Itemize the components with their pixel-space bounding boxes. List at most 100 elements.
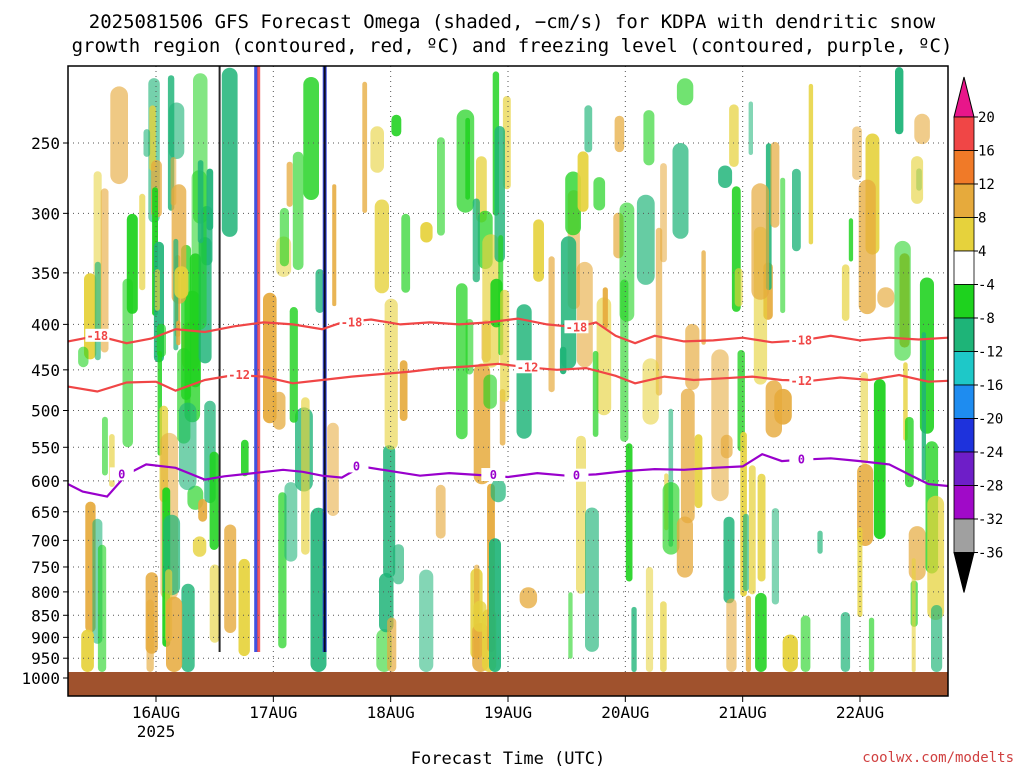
omega-shade-cell [156,323,166,358]
y-tick-label: 250 [31,134,60,153]
colorbar-segment [953,284,975,319]
omega-shade-cell [122,278,133,448]
y-tick-label: 750 [31,558,60,577]
omega-shade-cell [625,443,633,582]
omega-shade-cell [146,599,154,672]
omega-shade-core [218,66,221,652]
omega-shade-cell [800,615,811,672]
omega-shade-cell [499,389,506,446]
omega-shade-cell [192,536,207,557]
contour-label-bg [564,320,589,334]
omega-shade-cell [272,391,286,430]
omega-shade-cell [456,283,468,440]
omega-shade-cell [370,126,384,173]
contour-label-bg [515,360,540,374]
omega-shade-cell [310,507,327,672]
omega-shade-cell [456,109,475,213]
omega-shade-cell [166,596,183,672]
omega-shade-cell [374,199,389,294]
omega-shade-cell [401,213,411,293]
x-tick-label: 22AUG [836,703,884,722]
y-tick-label: 300 [31,204,60,223]
omega-shade-cell [149,105,156,171]
omega-shade-cell [221,67,238,237]
colorbar-bottom-arrow [953,552,975,593]
omega-shade-cell [771,508,779,605]
omega-shade-cell [585,507,599,652]
omega-shade-cell [97,544,107,672]
omega-shade-cell [584,105,593,153]
omega-shade-cell [209,564,220,643]
colorbar-label: -8 [978,311,995,327]
colorbar-label: -16 [978,378,1003,394]
contour-label: -18 [341,315,363,329]
omega-shade-cell [383,445,396,578]
omega-shade-cell [284,482,298,562]
colorbar-label: -36 [978,546,1003,562]
colorbar-label: 4 [978,244,986,260]
x-tick-sublabel: 2025 [137,722,176,741]
contour-label-bg [339,315,364,329]
omega-shade-cell [435,484,446,539]
y-tick-label: 950 [31,649,60,668]
y-tick-label: 800 [31,583,60,602]
omega-shade-cell [868,617,875,672]
omega-shade-cell [782,634,798,672]
omega-shade-cell [490,479,506,503]
colorbar-segment [953,351,975,386]
omega-shade-cell [494,126,505,263]
omega-shade-cell [743,513,749,592]
colorbar-label: 16 [978,144,995,160]
omega-shading [78,66,945,672]
omega-shade-cell [662,482,680,555]
colorbar-label: -12 [978,345,1003,361]
omega-shade-cell [927,495,945,620]
omega-shade-cell [560,236,577,369]
omega-shade-cell [848,218,854,262]
omega-shade-cell [914,113,930,145]
omega-shade-cell [655,227,663,396]
contour-label-bg [344,459,369,473]
omega-shade-cell [315,269,324,313]
omega-shade-cell [176,320,181,346]
omega-shade-cell [279,207,289,267]
omega-shade-cell [745,595,751,672]
omega-shade-cell [636,194,655,285]
omega-shade-cell [770,141,780,228]
colorbar-segment [953,451,975,486]
colorbar-label: -28 [978,479,1003,495]
omega-shade-cell [593,177,606,211]
omega-shade-cell [209,451,219,550]
colorbar-label: 20 [978,110,995,126]
x-tick-label: 17AUG [249,703,297,722]
contour-label: 0 [353,459,360,473]
omega-shade-cell [755,592,767,672]
omega-shade-cell [391,114,402,137]
contour-label: -18 [566,320,588,334]
colorbar-segment [953,317,975,352]
omega-shade-cell [179,402,197,491]
colorbar: 20 16 12 8 4 -4 -8 -12 -16 -20 -24 -28 -32 -36 [953,76,1003,593]
x-tick-label: 19AUG [484,703,532,722]
y-tick-label: 500 [31,402,60,421]
omega-shade-cell [379,573,394,633]
omega-shade-core [257,66,261,652]
omega-shade-cell [489,538,501,672]
colorbar-segment [953,183,975,218]
omega-shade-cell [642,358,659,425]
omega-shade-cell [437,137,445,236]
colorbar-label: -4 [978,278,995,294]
omega-shade-cell [289,307,298,423]
y-tick-label: 400 [31,315,60,334]
omega-shade-cell [895,67,904,135]
colorbar-label: -24 [978,445,1003,461]
omega-shade-cell [110,86,128,185]
colorbar-top-arrow [953,76,975,118]
omega-shade-cell [263,292,277,424]
omega-shade-cell [676,78,694,106]
y-tick-label: 700 [31,531,60,550]
omega-shade-cell [592,350,599,437]
omega-shade-cell [565,171,581,236]
colorbar-segment [953,485,975,520]
